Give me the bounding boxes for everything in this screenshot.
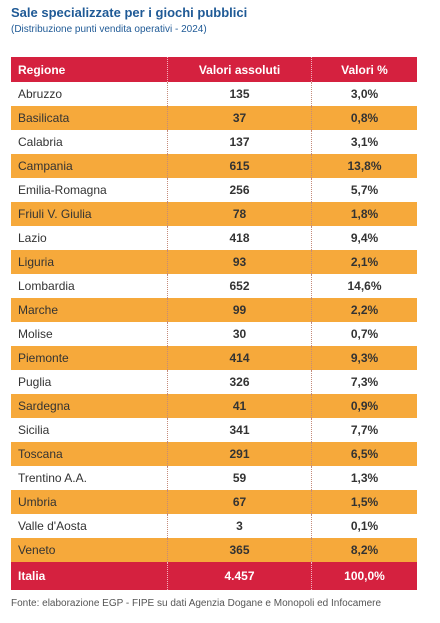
region-cell: Sicilia (18, 423, 50, 437)
percent-cell: 14,6% (347, 279, 382, 293)
region-cell: Puglia (18, 375, 52, 389)
percent-cell: 6,5% (350, 447, 379, 461)
absolute-cell: 3 (167, 514, 312, 538)
region-cell: Valle d'Aosta (18, 519, 87, 533)
absolute-cell: 414 (167, 346, 312, 370)
absolute-cell: 78 (167, 202, 312, 226)
percent-cell: 3,0% (350, 87, 379, 101)
absolute-cell: 30 (167, 322, 312, 346)
percent-cell: 9,3% (350, 351, 379, 365)
table-row: Umbria 67 1,5% (11, 490, 417, 514)
table-row: Basilicata 37 0,8% (11, 106, 417, 130)
absolute-cell: 135 (167, 82, 312, 106)
absolute-cell: 341 (167, 418, 312, 442)
percent-cell: 13,8% (347, 159, 382, 173)
table-title: Sale specializzate per i giochi pubblici (11, 5, 248, 20)
percent-cell: 2,1% (350, 255, 379, 269)
percent-cell: 7,3% (350, 375, 379, 389)
header-percent-values: Valori % (341, 62, 388, 77)
table-row: Trentino A.A. 59 1,3% (11, 466, 417, 490)
source-note: Fonte: elaborazione EGP - FIPE su dati A… (11, 598, 382, 609)
absolute-cell: 93 (167, 250, 312, 274)
absolute-cell: 291 (167, 442, 312, 466)
header-absolute-values: Valori assoluti (167, 57, 312, 82)
absolute-cell: 59 (167, 466, 312, 490)
table-row: Abruzzo 135 3,0% (11, 82, 417, 106)
table-total-row: Italia 4.457 100,0% (11, 562, 417, 590)
table-row: Lombardia 652 14,6% (11, 274, 417, 298)
absolute-cell: 67 (167, 490, 312, 514)
table-row: Marche 99 2,2% (11, 298, 417, 322)
region-cell: Calabria (18, 135, 63, 149)
absolute-cell: 256 (167, 178, 312, 202)
table-row: Veneto 365 8,2% (11, 538, 417, 562)
table-row: Sicilia 341 7,7% (11, 418, 417, 442)
region-cell: Trentino A.A. (18, 471, 87, 485)
region-cell: Basilicata (18, 111, 70, 125)
region-cell: Liguria (18, 255, 55, 269)
table-row: Calabria 137 3,1% (11, 130, 417, 154)
percent-cell: 0,9% (350, 399, 379, 413)
absolute-cell: 615 (167, 154, 312, 178)
percent-cell: 8,2% (350, 543, 379, 557)
total-absolute: 4.457 (167, 562, 312, 590)
total-percent: 100,0% (344, 569, 385, 583)
absolute-cell: 41 (167, 394, 312, 418)
absolute-cell: 99 (167, 298, 312, 322)
percent-cell: 1,5% (350, 495, 379, 509)
percent-cell: 5,7% (350, 183, 379, 197)
table-row: Emilia-Romagna 256 5,7% (11, 178, 417, 202)
absolute-cell: 37 (167, 106, 312, 130)
region-cell: Lombardia (18, 279, 75, 293)
absolute-cell: 326 (167, 370, 312, 394)
header-region: Regione (18, 62, 66, 77)
table-subtitle: (Distribuzione punti vendita operativi -… (11, 24, 207, 35)
percent-cell: 0,1% (350, 519, 379, 533)
percent-cell: 0,7% (350, 327, 379, 341)
table-row: Toscana 291 6,5% (11, 442, 417, 466)
table-row: Molise 30 0,7% (11, 322, 417, 346)
total-region: Italia (18, 569, 46, 583)
absolute-cell: 137 (167, 130, 312, 154)
region-cell: Veneto (18, 543, 56, 557)
region-cell: Umbria (18, 495, 57, 509)
table-row: Piemonte 414 9,3% (11, 346, 417, 370)
region-cell: Marche (18, 303, 59, 317)
percent-cell: 1,8% (350, 207, 379, 221)
table-header-row: Regione Valori assoluti Valori % (11, 57, 417, 82)
percent-cell: 3,1% (350, 135, 379, 149)
table-row: Liguria 93 2,1% (11, 250, 417, 274)
table-row: Campania 615 13,8% (11, 154, 417, 178)
data-table: Regione Valori assoluti Valori % Abruzzo… (11, 57, 417, 590)
percent-cell: 1,3% (350, 471, 379, 485)
region-cell: Campania (18, 159, 73, 173)
table-row: Lazio 418 9,4% (11, 226, 417, 250)
region-cell: Abruzzo (18, 87, 63, 101)
percent-cell: 7,7% (350, 423, 379, 437)
table-row: Sardegna 41 0,9% (11, 394, 417, 418)
region-cell: Emilia-Romagna (18, 183, 107, 197)
percent-cell: 0,8% (350, 111, 379, 125)
region-cell: Piemonte (18, 351, 69, 365)
table-body: Abruzzo 135 3,0% Basilicata 37 0,8% Calabria 13… (11, 82, 417, 562)
region-cell: Molise (18, 327, 53, 341)
region-cell: Friuli V. Giulia (18, 207, 92, 221)
region-cell: Toscana (18, 447, 63, 461)
absolute-cell: 418 (167, 226, 312, 250)
region-cell: Sardegna (18, 399, 71, 413)
table-row: Friuli V. Giulia 78 1,8% (11, 202, 417, 226)
absolute-cell: 652 (167, 274, 312, 298)
table-row: Puglia 326 7,3% (11, 370, 417, 394)
percent-cell: 2,2% (350, 303, 379, 317)
region-cell: Lazio (18, 231, 47, 245)
percent-cell: 9,4% (350, 231, 379, 245)
absolute-cell: 365 (167, 538, 312, 562)
table-row: Valle d'Aosta 3 0,1% (11, 514, 417, 538)
